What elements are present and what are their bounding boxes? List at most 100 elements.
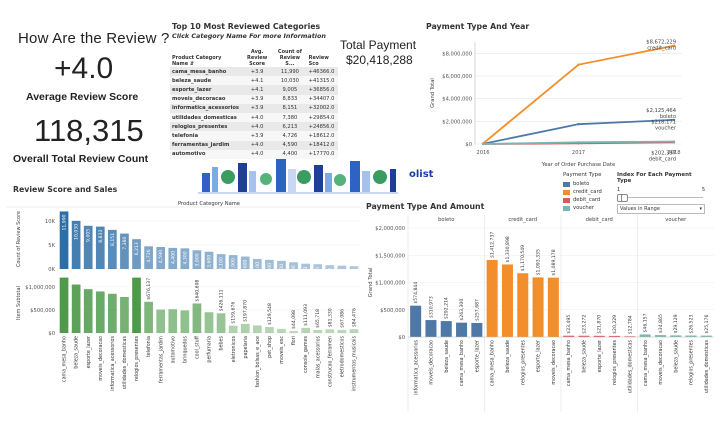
data-point[interactable] (577, 63, 580, 66)
item-subtotal-bar[interactable] (313, 329, 323, 333)
category-cell[interactable]: cama_mesa_banho (170, 67, 242, 77)
col-header-review-count[interactable]: Count of Review S... (277, 49, 302, 67)
review-count-bar[interactable] (337, 265, 347, 269)
category-label[interactable]: perfumaria (207, 336, 213, 363)
category-label[interactable]: brinquedos (182, 336, 188, 363)
category-label[interactable]: esporte_lazer (86, 336, 92, 368)
category-label[interactable]: automotivo (170, 336, 176, 363)
amount-bar[interactable] (609, 335, 621, 337)
category-label[interactable]: moveis_decoracao (98, 336, 104, 381)
item-subtotal-bar[interactable] (277, 328, 286, 333)
category-label[interactable]: moveis_esc (279, 336, 285, 364)
category-label[interactable]: cama_mesa_banho (566, 340, 572, 386)
data-point[interactable] (577, 141, 580, 144)
category-label[interactable]: eletrodomesticos (339, 336, 345, 378)
item-subtotal-bar[interactable] (349, 329, 359, 333)
review-count-bar[interactable] (192, 250, 202, 269)
category-label[interactable]: utilidades_domesticas (704, 340, 710, 394)
amount-bar[interactable] (517, 273, 529, 337)
review-count-bar[interactable] (108, 229, 117, 269)
category-label[interactable]: eletronicos (231, 336, 237, 363)
item-subtotal-bar[interactable] (301, 327, 310, 333)
category-label[interactable]: relogios_presentes (612, 340, 618, 385)
item-subtotal-bar[interactable] (168, 309, 178, 333)
legend-item-voucher[interactable]: voucher (563, 204, 623, 212)
category-label[interactable]: beleza_saude (74, 336, 80, 369)
review-count-bar[interactable] (325, 265, 335, 269)
amount-bar[interactable] (501, 264, 513, 337)
amount-bar[interactable] (578, 335, 590, 337)
category-label[interactable]: papelaria (243, 336, 249, 359)
category-label[interactable]: utilidades_domesticas (122, 336, 128, 390)
review-count-bar[interactable] (59, 211, 69, 269)
category-label[interactable]: flori (291, 336, 297, 345)
review-count-bar[interactable] (156, 246, 166, 269)
category-label[interactable]: cama_mesa_banho (643, 340, 649, 386)
amount-bar[interactable] (563, 335, 575, 337)
legend-item-debit-card[interactable]: debit_card (563, 196, 623, 204)
review-count-bar[interactable] (289, 262, 298, 269)
category-cell[interactable]: informatica_acessorios (170, 103, 242, 113)
table-row[interactable]: relogios_presentes +4.0 6,213 +24856.0 (170, 122, 338, 132)
category-cell[interactable]: relogios_presentes (170, 122, 242, 132)
series-line-credit-card[interactable] (482, 44, 675, 145)
category-label[interactable]: construcao_ferramen (327, 336, 333, 387)
review-count-bar[interactable] (349, 266, 359, 269)
category-cell[interactable]: telefonia (170, 131, 242, 141)
review-count-bar[interactable] (120, 233, 129, 269)
category-label[interactable]: cama_mesa_banho (62, 336, 68, 382)
table-row[interactable]: beleza_saude +4.1 10,030 +41315.0 (170, 76, 338, 86)
item-subtotal-bar[interactable] (289, 330, 298, 333)
review-count-bar[interactable] (228, 255, 238, 269)
review-count-bar[interactable] (252, 258, 262, 269)
index-range-slider[interactable] (617, 194, 705, 202)
item-subtotal-bar[interactable] (265, 327, 274, 333)
category-label[interactable]: esporte_lazer (474, 340, 480, 372)
category-label[interactable]: relogios_presentes (689, 340, 695, 385)
review-count-bar[interactable] (265, 259, 274, 269)
item-subtotal-bar[interactable] (95, 291, 105, 333)
review-count-bar[interactable] (168, 247, 178, 269)
amount-bar[interactable] (471, 322, 483, 337)
review-count-bar[interactable] (144, 246, 153, 269)
category-label[interactable]: instrumentos_musicais (352, 336, 358, 392)
review-count-bar[interactable] (83, 225, 93, 269)
item-subtotal-bar[interactable] (180, 310, 190, 333)
review-count-bar[interactable] (71, 220, 81, 269)
table-row[interactable]: esporte_lazer +4.1 9,005 +36856.0 (170, 85, 338, 95)
category-label[interactable]: beleza_saude (505, 340, 511, 373)
item-subtotal-bar[interactable] (240, 323, 250, 333)
item-subtotal-bar[interactable] (156, 309, 166, 333)
category-label[interactable]: moveis_decoracao (429, 340, 435, 385)
item-subtotal-bar[interactable] (337, 329, 347, 333)
col-header-category[interactable]: Product Category Name ⇵ (172, 55, 222, 67)
item-subtotal-bar[interactable] (83, 289, 93, 333)
item-subtotal-bar[interactable] (252, 325, 262, 333)
data-point[interactable] (577, 122, 580, 126)
amount-bar[interactable] (410, 305, 422, 337)
amount-bar[interactable] (639, 334, 651, 337)
category-label[interactable]: beleza_saude (582, 340, 588, 373)
item-subtotal-bar[interactable] (59, 277, 69, 333)
category-label[interactable]: fashion_bolsas_e_ace (255, 336, 261, 387)
review-count-bar[interactable] (95, 226, 105, 269)
item-subtotal-bar[interactable] (216, 313, 226, 333)
item-subtotal-bar[interactable] (144, 301, 153, 333)
category-cell[interactable]: automotivo (170, 149, 242, 159)
category-label[interactable]: relogios_presentes (134, 336, 140, 381)
index-filter-select[interactable]: Values in Range ▾ (617, 204, 705, 214)
data-point[interactable] (672, 118, 676, 122)
item-subtotal-bar[interactable] (132, 277, 141, 333)
item-subtotal-bar[interactable] (120, 297, 129, 333)
category-label[interactable]: beleza_saude (673, 340, 679, 373)
amount-bar[interactable] (654, 335, 666, 337)
item-subtotal-bar[interactable] (204, 312, 214, 333)
category-label[interactable]: malas_acessorios (315, 336, 321, 378)
category-label[interactable]: cama_mesa_banho (490, 340, 496, 386)
category-label[interactable]: cool_stuff (195, 335, 201, 359)
item-subtotal-bar[interactable] (325, 329, 335, 333)
category-cell[interactable]: utilidades_domesticas (170, 112, 242, 123)
category-label[interactable]: telefonia (146, 336, 152, 357)
category-label[interactable]: cama_mesa_banho (459, 340, 465, 386)
category-label[interactable]: utilidades_domesticas (627, 340, 633, 394)
